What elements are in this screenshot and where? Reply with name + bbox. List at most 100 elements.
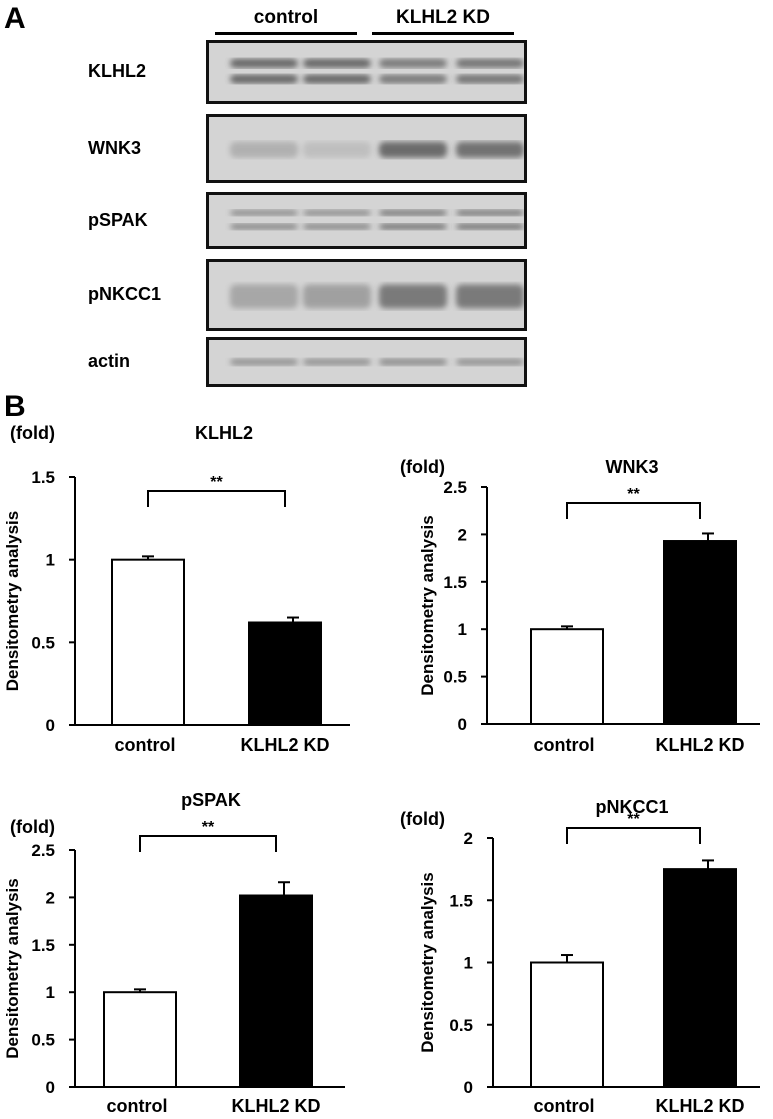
blot-band [379, 284, 447, 309]
chart-pspak-ytick-label: 1 [46, 983, 55, 1002]
chart-pnkcc1-category-label: control [534, 1096, 595, 1116]
chart-wnk3-ytick-label: 2 [458, 525, 467, 544]
blot-band [230, 358, 298, 366]
blot-row-label-klhl2: KLHL2 [88, 61, 146, 81]
chart-wnk3-bar-control [530, 628, 604, 726]
chart-pnkcc1-title: pNKCC1 [595, 797, 668, 817]
blot-row-label-wnk3: WNK3 [88, 137, 141, 158]
blot-band [456, 284, 524, 309]
panel-b-label: B [4, 390, 26, 423]
blot-band [230, 141, 298, 158]
blot-band [379, 74, 447, 84]
chart-wnk3-bar-klhl2-kd [663, 540, 737, 726]
blot-group-label-control: control [253, 7, 319, 28]
chart-pnkcc1-category-label: KLHL2 KD [656, 1096, 745, 1116]
chart-klhl2-ytick-label: 1 [46, 551, 55, 570]
chart-wnk3-ytick-label: 0 [458, 715, 467, 734]
blot-strip-pnkcc1 [206, 259, 527, 331]
chart-klhl2-bar-control [111, 558, 185, 727]
blot-strip-pspak [206, 192, 527, 249]
blot-group-line [215, 32, 357, 35]
chart-klhl2-significance-label: ** [210, 474, 223, 491]
chart-wnk3-category-label: KLHL2 KD [656, 735, 745, 755]
blot-band [230, 223, 298, 230]
blot-row-label-actin: actin [88, 351, 131, 371]
blot-row-label-pnkcc1: pNKCC1 [88, 284, 162, 304]
blot-band [230, 58, 298, 68]
chart-klhl2-ylabel: Densitometry analysis [3, 511, 22, 691]
chart-wnk3-ytick-label: 1.5 [443, 573, 467, 592]
blot-row-label-pspak: pSPAK [88, 209, 148, 230]
blot-strip-actin [206, 337, 527, 387]
chart-klhl2-unit: (fold) [10, 423, 55, 443]
chart-wnk3-unit: (fold) [400, 457, 445, 477]
blot-band [230, 74, 298, 84]
chart-pnkcc1-significance-label: ** [627, 811, 640, 828]
chart-wnk3-title: WNK3 [606, 457, 659, 477]
chart-pspak-significance-bracket [139, 835, 277, 852]
chart-wnk3-category-label: control [534, 735, 595, 755]
chart-klhl2-ytick-label: 1.5 [31, 468, 55, 487]
blot-strip-wnk3 [206, 114, 527, 183]
chart-wnk3-significance-label: ** [627, 486, 640, 503]
chart-pspak-ytick-label: 0.5 [31, 1031, 55, 1050]
chart-pspak-ylabel: Densitometry analysis [3, 878, 22, 1058]
chart-pnkcc1-bar-control [530, 961, 604, 1088]
blot-band [379, 223, 447, 230]
chart-pnkcc1: pNKCC1 (fold) Densitometry analysis 0 0.5 1 1.… [400, 797, 760, 1116]
chart-pnkcc1-ylabel: Densitometry analysis [418, 872, 437, 1052]
chart-pspak: pSPAK (fold) Densitometry analysis 0 0.5 1 1.5… [3, 790, 345, 1116]
blot-group-line [372, 32, 514, 35]
blot-band [456, 358, 524, 366]
chart-pnkcc1-ytick-label: 2 [464, 829, 473, 848]
chart-pnkcc1-ytick-label: 1 [464, 954, 473, 973]
blot-band [303, 74, 371, 84]
chart-klhl2-ytick-label: 0.5 [31, 633, 55, 652]
blot-band [303, 223, 371, 230]
chart-klhl2-significance-bracket [147, 490, 286, 507]
chart-wnk3-ylabel: Densitometry analysis [418, 515, 437, 695]
blot-band [230, 284, 298, 309]
chart-pspak-unit: (fold) [10, 817, 55, 837]
blot-group-label-klhl2-kd: KLHL2 KD [396, 7, 490, 28]
chart-klhl2-category-label: control [115, 735, 176, 755]
blot-band [303, 358, 371, 366]
chart-wnk3-significance-bracket [566, 502, 701, 519]
panel-a-label: A [4, 2, 26, 35]
chart-pspak-bar-klhl2-kd [239, 894, 313, 1089]
chart-pspak-ytick-label: 2 [46, 888, 55, 907]
blot-band [230, 209, 298, 216]
chart-wnk3-ytick-label: 1 [458, 620, 467, 639]
chart-pnkcc1-significance-bracket [566, 827, 701, 844]
blot-band [303, 141, 371, 158]
chart-wnk3-ytick-label: 2.5 [443, 478, 467, 497]
chart-klhl2-bar-klhl2-kd [248, 621, 322, 727]
blot-band [303, 209, 371, 216]
chart-pspak-category-label: control [107, 1096, 168, 1116]
chart-pspak-ytick-label: 2.5 [31, 841, 55, 860]
blot-strip-klhl2 [206, 40, 527, 104]
blot-band [456, 141, 524, 158]
chart-pnkcc1-ytick-label: 0.5 [449, 1016, 473, 1035]
blot-band [379, 358, 447, 366]
blot-band [303, 58, 371, 68]
chart-pspak-ytick-label: 0 [46, 1078, 55, 1097]
chart-pspak-category-label: KLHL2 KD [232, 1096, 321, 1116]
chart-klhl2-title: KLHL2 [195, 423, 253, 443]
blot-band [379, 209, 447, 216]
chart-pspak-ytick-label: 1.5 [31, 936, 55, 955]
blot-band [456, 209, 524, 216]
chart-wnk3: WNK3 (fold) Densitometry analysis 0 0.5 1 1.5 2… [400, 457, 760, 755]
chart-wnk3-ytick-label: 0.5 [443, 668, 467, 687]
blot-band [379, 141, 447, 158]
blot-band [456, 223, 524, 230]
blot-band [379, 58, 447, 68]
chart-pnkcc1-unit: (fold) [400, 809, 445, 829]
chart-pspak-title: pSPAK [181, 790, 241, 810]
blot-band [456, 58, 524, 68]
chart-pspak-significance-label: ** [202, 819, 215, 836]
blot-band [303, 284, 371, 309]
blot-band [456, 74, 524, 84]
chart-klhl2-ytick-label: 0 [46, 716, 55, 735]
chart-pnkcc1-ytick-label: 0 [464, 1078, 473, 1097]
